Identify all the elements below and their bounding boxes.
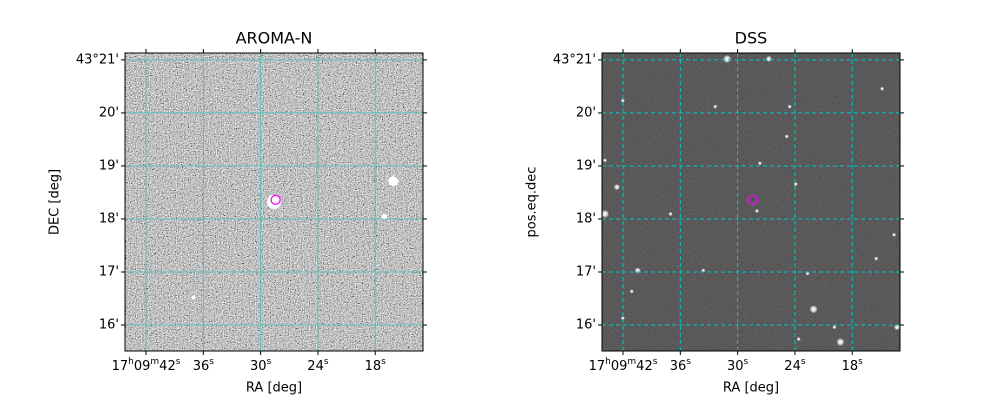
y-tick-label: 18' (99, 211, 119, 226)
star (894, 324, 901, 331)
y-tick-label: 16' (99, 318, 119, 333)
star (765, 55, 772, 62)
star (874, 256, 879, 261)
y-axis-label: pos.eq.dec (525, 167, 540, 238)
y-tick-label: 19' (99, 158, 119, 173)
y-tick-label: 20' (576, 105, 596, 120)
x-tick-label: 30s (250, 357, 272, 374)
image-noise (602, 53, 900, 351)
y-tick-label: 16' (576, 318, 596, 333)
star (620, 98, 625, 103)
bright-source (191, 295, 196, 300)
bright-source (388, 176, 399, 187)
star (880, 86, 885, 91)
x-tick-label: 18s (365, 357, 387, 374)
x-tick-label: 24s (307, 357, 329, 374)
y-tick-label: 17' (576, 264, 596, 279)
x-tick-label: 36s (193, 357, 215, 374)
star (723, 54, 732, 63)
y-tick-label: 43°21' (553, 52, 596, 67)
y-tick-label: 43°21' (76, 52, 119, 67)
star (784, 134, 789, 139)
panel (600, 53, 901, 351)
star (613, 184, 620, 191)
y-axis-label: DEC [deg] (48, 169, 63, 235)
chart-title: AROMA-N (236, 29, 313, 48)
star (757, 161, 762, 166)
bright-source (267, 195, 281, 209)
x-tick-label: 17h09m42s (112, 357, 181, 374)
panel (125, 53, 423, 351)
star (805, 271, 810, 276)
star (796, 337, 801, 342)
x-tick-label: 17h09m42s (589, 357, 658, 374)
star (602, 158, 607, 163)
x-tick-label: 24s (784, 357, 806, 374)
star (793, 182, 798, 187)
y-tick-label: 19' (576, 158, 596, 173)
x-tick-label: 30s (727, 357, 749, 374)
y-tick-label: 20' (99, 105, 119, 120)
star (787, 104, 792, 109)
star (634, 267, 641, 274)
axes-frame (124, 52, 424, 352)
star (832, 325, 837, 330)
chart-title: DSS (735, 29, 768, 48)
y-tick-label: 18' (576, 211, 596, 226)
axes-frame (601, 52, 901, 352)
star (629, 289, 634, 294)
star (809, 305, 818, 314)
x-axis-label: RA [deg] (723, 381, 779, 396)
target-marker (270, 194, 281, 206)
x-tick-label: 36s (670, 357, 692, 374)
target-marker (747, 194, 758, 206)
star (836, 338, 845, 347)
star (713, 104, 718, 109)
x-tick-label: 18s (842, 357, 864, 374)
star (668, 211, 673, 216)
y-tick-label: 17' (99, 264, 119, 279)
star (600, 209, 609, 218)
star (754, 208, 759, 213)
star (892, 232, 897, 237)
bright-source (381, 213, 388, 220)
star (620, 316, 625, 321)
x-axis-label: RA [deg] (246, 381, 302, 396)
